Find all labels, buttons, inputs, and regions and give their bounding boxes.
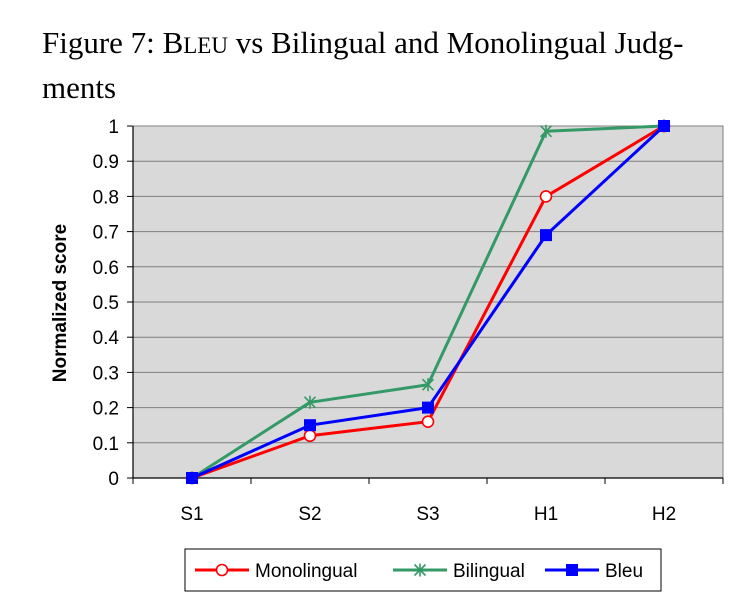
data-point-bleu (186, 472, 198, 484)
series-bleu (186, 120, 670, 484)
legend-label-bilingual: Bilingual (453, 561, 525, 582)
legend-swatch-marker (566, 564, 578, 576)
y-tick-label: 0.9 (93, 152, 119, 173)
x-tick-label: S1 (180, 504, 203, 525)
y-tick-label: 0.7 (93, 223, 119, 244)
axes (127, 125, 724, 484)
data-point-bilingual (421, 378, 435, 392)
data-point-monolingual (539, 190, 553, 203)
data-point-monolingual (421, 415, 435, 428)
y-tick-labels: 0 0.1 0.2 0.3 0.4 0.5 0.6 0.7 0.8 0.9 1 (93, 117, 120, 490)
y-tick-label: 0.8 (93, 187, 119, 208)
y-tick-label: 0.5 (93, 293, 119, 314)
data-point-bleu (422, 401, 434, 414)
data-point-bleu (304, 419, 316, 432)
x-tick-label: S2 (298, 504, 321, 525)
y-tick-label: 0.6 (93, 258, 119, 279)
data-point-monolingual (303, 429, 317, 443)
y-tick-label: 0.3 (93, 363, 119, 384)
y-tick-label: 0.4 (93, 328, 120, 349)
y-tick-label: 0.1 (93, 434, 119, 455)
caption-prefix: Figure 7: (42, 25, 163, 60)
legend-swatch-marker (413, 563, 427, 577)
series-group (185, 119, 671, 485)
legend-item-bleu: Bleu (545, 561, 643, 582)
legend-item-bilingual: Bilingual (393, 561, 525, 582)
y-tick-label: 1 (108, 117, 119, 138)
data-point-bilingual (303, 395, 317, 409)
legend-label-bleu: Bleu (605, 561, 643, 582)
y-tick-label: 0.2 (93, 399, 119, 420)
data-point-bleu (658, 120, 670, 132)
caption-bleu-smallcaps: LEU (183, 33, 228, 58)
x-tick-label: H1 (534, 504, 558, 525)
legend: Monolingual Bilingual Bleu (184, 548, 662, 592)
x-tick-label: H2 (652, 504, 676, 525)
legend-item-monolingual: Monolingual (195, 561, 357, 582)
data-point-bilingual (539, 124, 553, 138)
legend-swatch-marker (215, 563, 229, 577)
figure-caption: Figure 7: BLEU vs Bilingual and Monoling… (42, 22, 732, 109)
caption-line2: ments (42, 70, 117, 105)
y-axis-label: Normalized score (50, 224, 71, 382)
caption-bleu-initial: B (162, 25, 184, 60)
x-tick-labels: S1 S2 S3 H1 H2 (180, 504, 676, 525)
legend-label-monolingual: Monolingual (255, 561, 357, 582)
y-tick-label: 0 (108, 469, 119, 490)
x-tick-label: S3 (416, 504, 439, 525)
caption-suffix: vs Bilingual and Monolingual Judg- (227, 25, 684, 60)
data-point-bleu (540, 229, 552, 242)
